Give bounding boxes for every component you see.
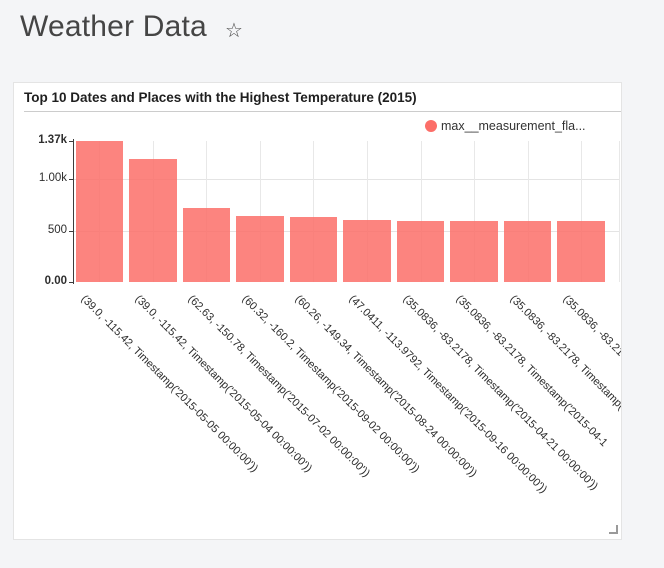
x-axis-label: (39.0, -115.42, Timestamp('2015-05-04 00…	[132, 293, 314, 475]
y-axis-line	[73, 139, 74, 284]
x-axis-label: (62.63, -150.78, Timestamp('2015-07-02 0…	[185, 293, 373, 480]
plot-area	[74, 141, 620, 282]
page-title: Weather Data	[20, 10, 207, 43]
x-axis-label: (60.26, -149.34, Timestamp('2015-08-24 0…	[292, 293, 480, 480]
resize-handle-icon[interactable]	[609, 525, 618, 534]
bar-6[interactable]	[343, 220, 391, 282]
legend-series-label: max__measurement_fla...	[441, 119, 586, 133]
bar-7[interactable]	[396, 220, 445, 282]
legend-series-dot	[425, 120, 437, 132]
gridline-vertical	[619, 141, 620, 282]
page-header: Weather Data ☆	[20, 10, 243, 44]
bar-10[interactable]	[557, 220, 605, 282]
y-axis-tick	[69, 282, 73, 283]
gridline-vertical	[259, 141, 261, 282]
bar-1[interactable]	[75, 141, 123, 282]
bar-5[interactable]	[289, 216, 338, 282]
gridline-vertical	[367, 141, 368, 282]
gridline-vertical	[527, 141, 529, 282]
gridline-vertical	[420, 141, 422, 282]
x-axis-label: (60.32, -160.2, Timestamp('2015-09-02 00…	[239, 293, 422, 476]
x-axis-label: (35.0836, -83.2178, Timestamp('2015-04-2…	[400, 293, 600, 493]
bar-8[interactable]	[450, 220, 498, 282]
y-axis-tick	[69, 230, 73, 232]
bar-3[interactable]	[182, 207, 231, 282]
y-axis-label: 0.00	[44, 275, 67, 287]
title-divider	[24, 111, 621, 112]
bar-4[interactable]	[236, 216, 284, 282]
favorite-star-icon[interactable]: ☆	[224, 19, 243, 42]
chart-card: Top 10 Dates and Places with the Highest…	[13, 82, 622, 540]
y-axis-label: 1.37k	[38, 134, 67, 146]
gridline-vertical	[581, 141, 583, 282]
y-axis-tick	[69, 141, 73, 142]
gridline-vertical	[313, 141, 315, 282]
y-axis-label: 1.00k	[38, 172, 67, 185]
bar-2[interactable]	[129, 159, 177, 282]
legend-item[interactable]: max__measurement_fla...	[425, 119, 586, 133]
chart-title: Top 10 Dates and Places with the Highest…	[24, 90, 417, 105]
gridline-vertical	[474, 141, 476, 282]
gridline-horizontal	[74, 179, 620, 181]
y-axis-label: 500	[47, 223, 67, 236]
x-axis-label: (39.0, -115.42, Timestamp('2015-05-05 00…	[78, 293, 261, 475]
bar-9[interactable]	[503, 220, 552, 282]
x-axis-label: (47.0411, -113.9792, Timestamp('2015-09-…	[346, 293, 550, 496]
y-axis-tick	[69, 179, 73, 181]
